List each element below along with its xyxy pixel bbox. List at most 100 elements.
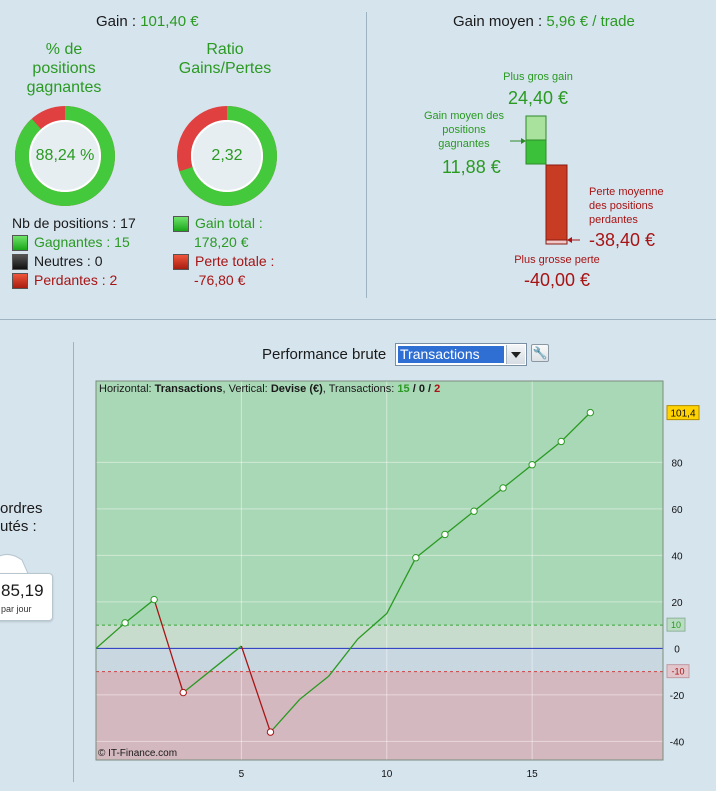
pct-positions-gagnantes-title: % de positions gagnantes <box>14 40 114 97</box>
chart-t-label: , Transactions: <box>322 383 395 395</box>
gain-avg-arrow-icon <box>521 138 526 144</box>
data-point-11 <box>412 554 420 562</box>
data-point-13 <box>470 507 478 515</box>
ordres-label: ordres utés : <box>0 500 43 536</box>
gain-summary: Gain : 101,40 € <box>96 13 199 30</box>
bottom-vertical-divider <box>73 342 74 782</box>
data-point-2 <box>150 595 158 604</box>
per-day-card: 85,19 par jour <box>0 573 53 621</box>
gain-total-label: Gain total : <box>195 215 263 231</box>
data-point-3 <box>179 688 187 697</box>
plus-gros-gain-label: Plus gros gain <box>503 71 573 83</box>
upper-threshold-label: 10 <box>671 620 681 630</box>
y-tick-label-0: -40 <box>670 737 685 748</box>
series-segment-15 <box>531 440 562 466</box>
x-tick-label-0: 5 <box>239 769 245 780</box>
ordres-line1: ordres <box>0 500 43 517</box>
series-segment-9 <box>357 613 388 640</box>
ratio-donut-center <box>191 120 263 192</box>
y-tick-label-3: 20 <box>671 598 683 609</box>
data-point-15 <box>528 461 536 469</box>
plus-grosse-perte-value: -40,00 € <box>523 270 591 290</box>
chart-t-loss: 2 <box>434 383 441 395</box>
y-tick-label-1: -20 <box>670 691 685 702</box>
legend-gagnantes: Gagnantes : 15 <box>12 233 136 252</box>
data-point-17 <box>586 408 595 417</box>
data-point-14 <box>499 484 507 492</box>
gain-perte-bar-diagram <box>510 115 580 245</box>
gain-value: 101,40 € <box>140 13 199 30</box>
card-stack-decoration <box>0 554 31 578</box>
lower-threshold-tag <box>666 664 690 679</box>
gagnantes-label: Gagnantes : 15 <box>34 234 130 250</box>
red-square-icon <box>12 272 28 289</box>
nb-positions: Nb de positions : 17 <box>12 215 136 231</box>
chart-v-label: , Vertical: <box>222 383 268 395</box>
perf-title: Performance brute <box>262 346 387 363</box>
legend-perdantes: Perdantes : 2 <box>12 271 136 290</box>
perte-totale-label: Perte totale : <box>195 253 275 269</box>
wrench-icon[interactable]: 🔧 <box>531 344 549 362</box>
positions-legend: Nb de positions : 17 Gagnantes : 15 Neut… <box>12 214 136 290</box>
data-point-6 <box>266 728 275 736</box>
chart-v-value: Devise (€) <box>270 383 323 395</box>
top-vertical-divider <box>366 12 367 298</box>
gmp-line1: Gain moyen des <box>423 110 505 122</box>
gain-moyen-positions-label: Gain moyen des positions gagnantes <box>418 109 510 151</box>
x-tick-label-2: 15 <box>527 769 539 780</box>
green-square-icon <box>173 215 189 232</box>
perf-select[interactable]: Transactions <box>395 343 527 366</box>
y-tick-label-2: 0 <box>674 644 680 655</box>
chart-h-label: Horizontal: <box>99 383 152 395</box>
gain-moyen-label: Gain moyen : <box>453 13 543 30</box>
data-point-16 <box>557 437 565 446</box>
series-segment-6 <box>269 699 301 733</box>
perf-select-value: Transactions <box>398 346 504 363</box>
series-segment-14 <box>502 464 533 489</box>
series-segment-3 <box>182 668 213 694</box>
pct-title-line2: positions <box>32 60 96 77</box>
pct-title-line3: gagnantes <box>26 79 102 96</box>
card-value: 85,19 <box>1 581 44 600</box>
ratio-donut-win-arc <box>177 106 277 206</box>
plus-grosse-perte-label: Plus grosse perte <box>514 254 600 266</box>
upper-band <box>96 625 663 649</box>
green-square-icon <box>12 234 28 251</box>
ordres-line2: utés : <box>0 518 37 535</box>
chart-header: Horizontal: Transactions, Vertical: Devi… <box>99 383 440 395</box>
series-segment-12 <box>444 510 475 535</box>
gain-moyen-value: 5,96 € / trade <box>546 13 635 30</box>
loss-max-bar <box>545 239 568 245</box>
data-point-12 <box>441 530 449 539</box>
perte-moyenne-label: Perte moyenne des positions perdantes <box>589 185 664 227</box>
chevron-down-icon[interactable] <box>506 345 525 364</box>
perte-totale-value: -76,80 € <box>194 272 246 288</box>
pm-line2: des positions <box>589 200 654 212</box>
series-segment-0 <box>95 622 126 649</box>
data-point-1 <box>121 619 129 627</box>
pct-title-line1: % de <box>45 41 83 58</box>
series-segment-7 <box>299 675 330 701</box>
chart-watermark: © IT-Finance.com <box>98 748 178 759</box>
ratio-title-line2: Gains/Pertes <box>178 60 272 77</box>
section-divider <box>0 319 716 320</box>
loss-avg-bar <box>545 164 568 241</box>
pct-value: 88,24 % <box>35 147 95 164</box>
gain-label: Gain : <box>96 13 137 30</box>
series-segment-2 <box>153 599 184 693</box>
black-square-icon <box>12 253 28 270</box>
gain-moyen-summary: Gain moyen : 5,96 € / trade <box>453 13 635 30</box>
series-segment-16 <box>560 412 591 442</box>
pm-line1: Perte moyenne <box>589 186 664 198</box>
series-segment-1 <box>124 599 155 624</box>
x-tick-label-1: 10 <box>381 769 393 780</box>
series-segment-11 <box>415 533 446 559</box>
last-value-label: 101,4 <box>670 409 695 420</box>
gain-total-value: 178,20 € <box>194 234 249 250</box>
pct-donut-win-arc <box>15 106 115 206</box>
series-segment-4 <box>211 645 242 670</box>
y-tick-label-5: 60 <box>671 505 683 516</box>
gain-moyen-positions-value: 11,88 € <box>442 157 501 177</box>
perdantes-label: Perdantes : 2 <box>34 272 118 288</box>
legend-neutres: Neutres : 0 <box>12 252 136 271</box>
